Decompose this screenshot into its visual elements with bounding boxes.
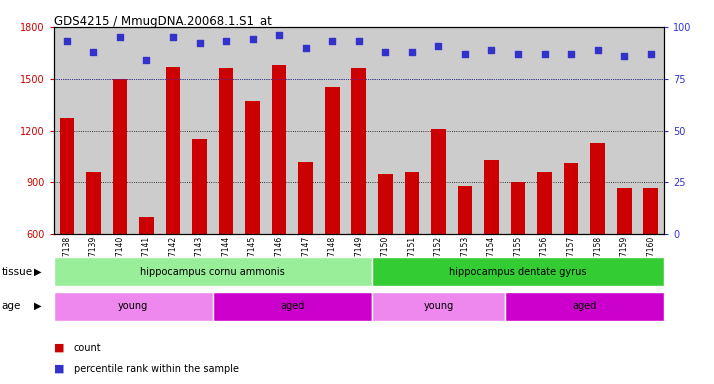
Point: [513, 51, 524, 57]
Bar: [458, 186, 472, 234]
Point: [592, 46, 603, 53]
Bar: [298, 162, 313, 234]
Bar: [505, 292, 664, 321]
Bar: [405, 172, 419, 234]
Point: [406, 49, 418, 55]
Bar: [372, 292, 505, 321]
Bar: [511, 182, 526, 234]
Text: young: young: [118, 301, 149, 311]
Text: percentile rank within the sample: percentile rank within the sample: [74, 364, 238, 374]
Point: [326, 38, 338, 45]
Bar: [564, 164, 578, 234]
Point: [486, 46, 497, 53]
Point: [565, 51, 577, 57]
Point: [433, 43, 444, 49]
Bar: [378, 174, 393, 234]
Bar: [218, 68, 233, 234]
Point: [114, 34, 126, 40]
Bar: [59, 118, 74, 234]
Point: [221, 38, 232, 45]
Bar: [617, 188, 631, 234]
Bar: [272, 65, 286, 234]
Bar: [86, 172, 101, 234]
Bar: [213, 292, 372, 321]
Point: [618, 53, 630, 59]
Text: aged: aged: [572, 301, 596, 311]
Text: hippocampus dentate gyrus: hippocampus dentate gyrus: [449, 266, 587, 277]
Text: hippocampus cornu ammonis: hippocampus cornu ammonis: [141, 266, 285, 277]
Point: [88, 49, 99, 55]
Text: GDS4215 / MmugDNA.20068.1.S1_at: GDS4215 / MmugDNA.20068.1.S1_at: [54, 15, 271, 28]
Point: [380, 49, 391, 55]
Point: [193, 40, 205, 46]
Point: [141, 57, 152, 63]
Text: ■: ■: [54, 343, 64, 353]
Bar: [351, 68, 366, 234]
Text: age: age: [1, 301, 21, 311]
Bar: [113, 79, 127, 234]
Point: [247, 36, 258, 42]
Bar: [139, 217, 154, 234]
Point: [300, 45, 311, 51]
Bar: [537, 172, 552, 234]
Bar: [431, 129, 446, 234]
Point: [459, 51, 471, 57]
Text: ▶: ▶: [34, 266, 42, 277]
Bar: [372, 257, 664, 286]
Text: count: count: [74, 343, 101, 353]
Bar: [246, 101, 260, 234]
Text: aged: aged: [281, 301, 305, 311]
Point: [539, 51, 550, 57]
Point: [167, 34, 178, 40]
Point: [353, 38, 365, 45]
Bar: [54, 257, 372, 286]
Bar: [54, 292, 213, 321]
Bar: [192, 139, 207, 234]
Point: [645, 51, 656, 57]
Bar: [325, 88, 340, 234]
Text: young: young: [423, 301, 453, 311]
Point: [61, 38, 73, 45]
Text: ▶: ▶: [34, 301, 42, 311]
Text: ■: ■: [54, 364, 64, 374]
Bar: [590, 143, 605, 234]
Text: tissue: tissue: [1, 266, 33, 277]
Point: [273, 32, 285, 38]
Bar: [484, 160, 499, 234]
Bar: [166, 67, 181, 234]
Bar: [643, 188, 658, 234]
